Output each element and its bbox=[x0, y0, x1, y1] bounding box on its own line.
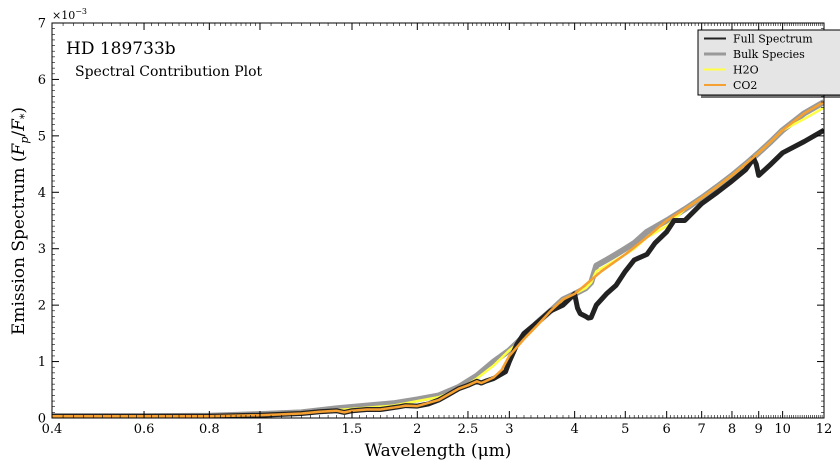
series-line-h2o bbox=[52, 106, 824, 418]
x-tick-label: 1.5 bbox=[342, 422, 363, 437]
chart-subtitle: Spectral Contribution Plot bbox=[75, 64, 263, 80]
y-axis-label: Emission Spectrum (Fp/F*) bbox=[9, 107, 31, 335]
x-tick-label: 2 bbox=[413, 422, 421, 437]
legend-label-h2o: H2O bbox=[733, 64, 759, 77]
x-tick-label: 6 bbox=[663, 422, 671, 437]
series-layer bbox=[52, 99, 824, 418]
x-tick-label: 4 bbox=[570, 422, 578, 437]
y-tick-label: 0 bbox=[38, 412, 46, 427]
legend-label-co2: CO2 bbox=[733, 79, 757, 92]
series-line-bulk-species bbox=[52, 99, 824, 418]
legend: Full Spectrum Bulk Species H2O CO2 bbox=[697, 29, 840, 98]
x-tick-label: 1 bbox=[256, 422, 264, 437]
y-multiplier: ×10−3 bbox=[52, 7, 87, 22]
x-axis-label: Wavelength (μm) bbox=[365, 441, 512, 461]
x-tick-label: 0.6 bbox=[134, 422, 155, 437]
x-tick-label: 9 bbox=[755, 422, 763, 437]
x-tick-label: 10 bbox=[774, 422, 791, 437]
series-line-full-spectrum bbox=[52, 128, 824, 418]
legend-label-bulk-species: Bulk Species bbox=[733, 48, 805, 61]
y-tick-label: 6 bbox=[38, 73, 46, 88]
legend-label-full-spectrum: Full Spectrum bbox=[733, 33, 813, 46]
y-tick-label: 3 bbox=[38, 242, 46, 257]
series-line-co2 bbox=[52, 100, 824, 418]
x-tick-label: 2.5 bbox=[458, 422, 479, 437]
y-tick-label: 2 bbox=[38, 299, 46, 314]
x-tick-label: 12 bbox=[816, 422, 833, 437]
y-tick-label: 5 bbox=[38, 129, 46, 144]
x-tick-label: 5 bbox=[621, 422, 629, 437]
x-tick-label: 8 bbox=[728, 422, 736, 437]
chart-title: HD 189733b bbox=[66, 39, 176, 59]
y-tick-label: 4 bbox=[38, 186, 46, 201]
y-tick-label: 1 bbox=[38, 355, 46, 370]
x-tick-label: 7 bbox=[698, 422, 706, 437]
x-tick-label: 0.4 bbox=[42, 422, 63, 437]
y-tick-label: 7 bbox=[38, 17, 46, 32]
x-tick-label: 0.8 bbox=[199, 422, 220, 437]
x-tick-label: 3 bbox=[505, 422, 513, 437]
